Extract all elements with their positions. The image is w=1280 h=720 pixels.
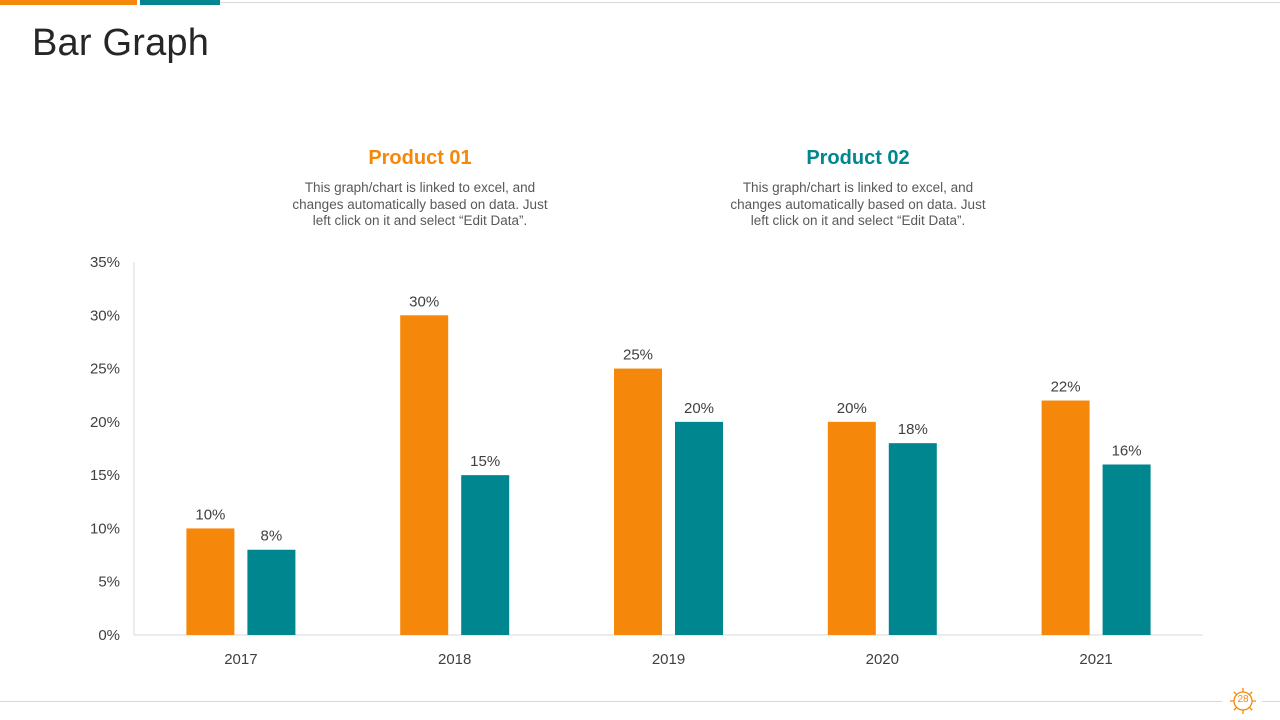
bar — [614, 368, 662, 635]
y-tick-label: 5% — [98, 574, 120, 591]
bar — [461, 475, 510, 635]
x-tick-label: 2018 — [438, 651, 471, 668]
y-tick-label: 30% — [90, 307, 120, 324]
bar — [400, 315, 449, 635]
data-label: 22% — [1051, 379, 1081, 396]
x-tick-label: 2021 — [1079, 651, 1112, 668]
top-accent-orange — [0, 0, 137, 5]
bar — [675, 421, 723, 635]
x-tick-label: 2019 — [652, 651, 685, 668]
data-label: 16% — [1112, 442, 1142, 459]
data-label: 20% — [837, 400, 867, 417]
data-label: 18% — [898, 421, 928, 438]
x-tick-label: 2017 — [224, 651, 257, 668]
bar — [888, 443, 937, 635]
y-tick-label: 15% — [90, 467, 120, 484]
bar — [186, 528, 235, 635]
bar — [247, 549, 296, 635]
y-tick-label: 35% — [90, 254, 120, 271]
data-label: 25% — [623, 347, 653, 364]
bottom-divider-right — [1262, 701, 1280, 702]
bar — [1041, 400, 1090, 635]
data-label: 8% — [261, 528, 283, 545]
bar — [1102, 464, 1151, 635]
slide-title: Bar Graph — [32, 22, 210, 64]
product-01-block: Product 01 This graph/chart is linked to… — [270, 147, 570, 230]
y-tick-label: 25% — [90, 361, 120, 378]
top-accent-teal — [140, 0, 220, 5]
y-tick-label: 20% — [90, 414, 120, 431]
bottom-divider — [0, 701, 1222, 702]
product-02-description: This graph/chart is linked to excel, and… — [730, 180, 986, 228]
product-01-description: This graph/chart is linked to excel, and… — [292, 180, 548, 228]
data-label: 10% — [195, 506, 225, 523]
product-02-block: Product 02 This graph/chart is linked to… — [708, 147, 1008, 230]
product-02-name: Product 02 — [806, 147, 910, 169]
y-tick-label: 10% — [90, 520, 120, 537]
bar — [827, 421, 876, 635]
x-tick-label: 2020 — [866, 651, 899, 668]
product-01-name: Product 01 — [368, 147, 472, 169]
y-tick-label: 0% — [98, 627, 120, 644]
data-label: 15% — [470, 453, 500, 470]
data-label: 20% — [684, 400, 714, 417]
gear-icon — [1230, 688, 1256, 714]
data-label: 30% — [409, 293, 439, 310]
page-number: 28 — [1237, 694, 1249, 705]
top-divider — [220, 2, 1280, 3]
